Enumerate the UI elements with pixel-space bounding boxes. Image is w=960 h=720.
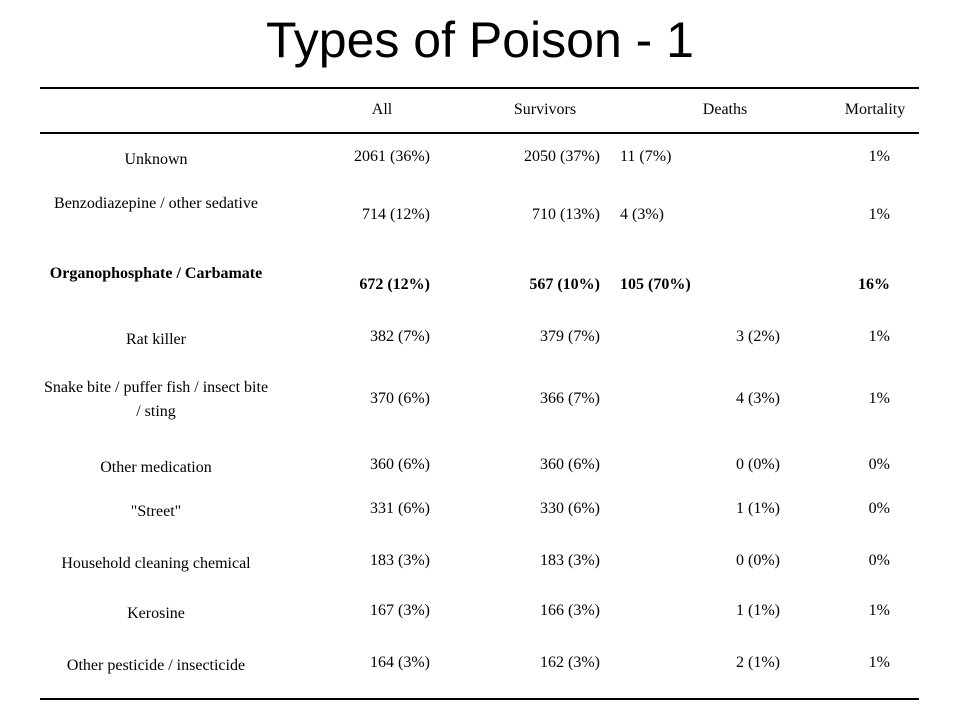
row-name: Benzodiazepine / other sedative <box>54 195 258 212</box>
row-survivors: 567 (10%) <box>529 276 600 293</box>
row-mortality: 0% <box>868 552 890 569</box>
row-mortality: 1% <box>868 206 890 223</box>
row-deaths: 4 (3%) <box>620 206 664 223</box>
row-name: Other medication <box>100 459 212 476</box>
row-deaths: 3 (2%) <box>736 328 780 345</box>
row-deaths: 4 (3%) <box>736 390 780 407</box>
row-name: Household cleaning chemical <box>61 555 251 572</box>
row-mortality: 1% <box>868 602 890 619</box>
row-deaths: 11 (7%) <box>620 148 672 165</box>
row-name: Kerosine <box>127 605 185 622</box>
row-deaths: 105 (70%) <box>620 276 691 293</box>
row-mortality: 1% <box>868 654 890 671</box>
row-mortality: 1% <box>868 390 890 407</box>
row-survivors: 166 (3%) <box>540 602 600 619</box>
row-survivors: 2050 (37%) <box>524 148 600 165</box>
row-mortality: 16% <box>858 276 890 293</box>
row-survivors: 183 (3%) <box>540 552 600 569</box>
row-all: 360 (6%) <box>370 456 430 473</box>
header-mortality: Mortality <box>844 101 906 118</box>
row-deaths: 2 (1%) <box>736 654 780 671</box>
row-deaths: 1 (1%) <box>736 500 780 517</box>
row-survivors: 360 (6%) <box>540 456 600 473</box>
row-deaths: 0 (0%) <box>736 552 780 569</box>
row-all: 331 (6%) <box>370 500 430 517</box>
table-bottom-rule <box>40 698 919 700</box>
row-name: "Street" <box>130 503 182 520</box>
header-deaths: Deaths <box>702 101 748 118</box>
table-top-rule <box>40 87 919 89</box>
row-deaths: 1 (1%) <box>736 602 780 619</box>
row-all: 382 (7%) <box>370 328 430 345</box>
row-mortality: 0% <box>868 500 890 517</box>
row-all: 370 (6%) <box>370 390 430 407</box>
row-survivors: 710 (13%) <box>532 206 600 223</box>
row-all: 2061 (36%) <box>354 148 430 165</box>
row-name: Snake bite / puffer fish / insect bite /… <box>43 379 269 420</box>
slide-title: Types of Poison - 1 <box>265 12 694 68</box>
row-all: 672 (12%) <box>359 276 430 293</box>
row-name: Other pesticide / insecticide <box>66 657 246 674</box>
row-survivors: 379 (7%) <box>540 328 600 345</box>
row-name: Rat killer <box>126 331 186 348</box>
header-survivors: Survivors <box>513 101 577 118</box>
row-deaths: 0 (0%) <box>736 456 780 473</box>
row-all: 183 (3%) <box>370 552 430 569</box>
table-header-rule <box>40 132 919 134</box>
row-mortality: 1% <box>868 328 890 345</box>
row-all: 714 (12%) <box>362 206 430 223</box>
row-mortality: 1% <box>868 148 890 165</box>
row-survivors: 330 (6%) <box>540 500 600 517</box>
row-survivors: 162 (3%) <box>540 654 600 671</box>
row-all: 167 (3%) <box>370 602 430 619</box>
row-all: 164 (3%) <box>370 654 430 671</box>
row-mortality: 0% <box>868 456 890 473</box>
header-all: All <box>371 101 393 118</box>
row-name: Unknown <box>124 151 188 168</box>
row-survivors: 366 (7%) <box>540 390 600 407</box>
row-name: Organophosphate / Carbamate <box>49 265 263 282</box>
